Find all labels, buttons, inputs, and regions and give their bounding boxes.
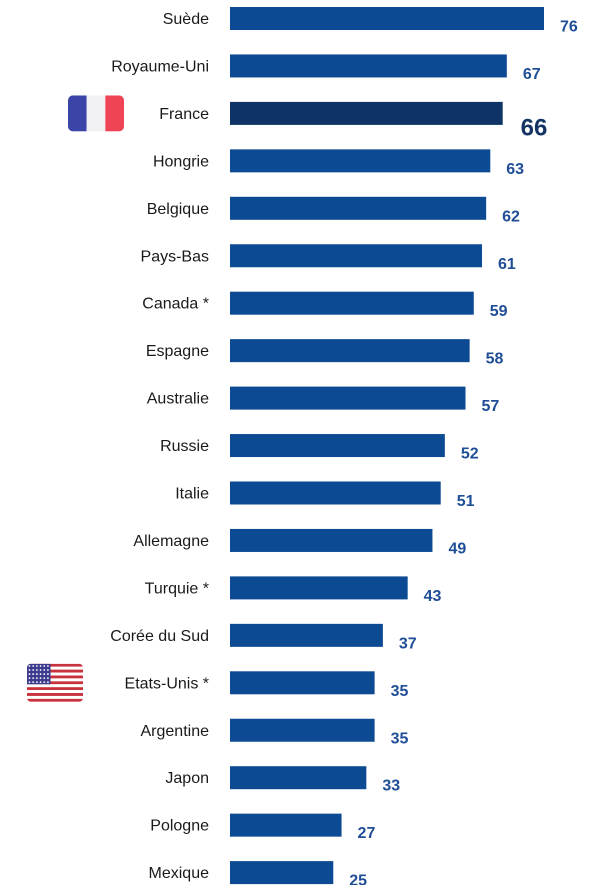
value-label: 49: [448, 540, 466, 557]
value-label: 57: [482, 398, 500, 415]
category-label: Canada *: [142, 296, 209, 313]
value-label: 62: [502, 208, 520, 225]
bar-row: Hongrie 63: [153, 149, 524, 178]
category-label: Pologne: [150, 818, 209, 835]
value-label: 43: [424, 588, 442, 605]
category-label: Suède: [163, 11, 209, 28]
bar: [230, 624, 383, 647]
bar: [230, 719, 375, 742]
bar-row: Japon 33: [165, 766, 400, 795]
category-label: Russie: [160, 438, 209, 455]
value-label: 66: [521, 114, 548, 141]
bar-row: Turquie * 43: [145, 576, 442, 605]
value-label: 35: [391, 730, 409, 747]
value-label: 76: [560, 19, 578, 36]
category-label: Espagne: [146, 343, 209, 360]
value-label: 37: [399, 635, 417, 652]
bar: [230, 102, 503, 125]
value-label: 52: [461, 446, 479, 463]
bars-layer: Suède 76 Royaume-Uni 67 France 66 Hongrie 63 Bel…: [110, 7, 578, 885]
bar-row: Pays-Bas 61: [141, 244, 516, 273]
bar: [230, 482, 441, 505]
bar-row: Belgique 62: [147, 197, 520, 226]
bar-row: Espagne 58: [146, 339, 504, 368]
bar-row: Argentine 35: [141, 719, 409, 748]
bar-row: Mexique 25: [149, 861, 368, 885]
bar: [230, 7, 544, 30]
bar: [230, 149, 490, 172]
bar: [230, 766, 366, 789]
bar: [230, 861, 333, 884]
bar: [230, 244, 482, 267]
france-flag-icon: [68, 95, 124, 131]
category-label: Australie: [147, 391, 209, 408]
bar-row: Royaume-Uni 67: [111, 54, 541, 82]
bar: [230, 671, 375, 694]
bar-row: Canada * 59: [142, 292, 507, 321]
value-label: 61: [498, 256, 516, 273]
category-label: Hongrie: [153, 153, 209, 170]
bar: [230, 339, 470, 362]
bar-row: Italie 51: [175, 482, 474, 511]
value-label: 25: [349, 873, 367, 885]
bar-row: Allemagne 49: [133, 529, 466, 558]
value-label: 58: [486, 351, 504, 368]
bar: [230, 576, 408, 599]
category-label: France: [159, 106, 209, 123]
category-label: Italie: [175, 486, 209, 503]
value-label: 27: [358, 825, 376, 842]
bar-row: Etats-Unis * 35: [125, 671, 409, 700]
bar-row: Pologne 27: [150, 814, 375, 843]
bar: [230, 197, 486, 220]
category-label: Turquie *: [145, 580, 209, 597]
bar: [230, 529, 432, 552]
bar-row: Russie 52: [160, 434, 479, 463]
category-label: Mexique: [149, 865, 210, 882]
category-label: Japon: [165, 770, 209, 787]
category-label: Argentine: [141, 723, 210, 740]
value-label: 59: [490, 303, 508, 320]
value-label: 35: [391, 683, 409, 700]
bar: [230, 292, 474, 315]
category-label: Allemagne: [133, 533, 209, 550]
value-label: 33: [382, 778, 400, 795]
bar: [230, 814, 342, 837]
usa-flag-icon: [27, 664, 83, 702]
bar-row: Australie 57: [147, 387, 500, 416]
value-label: 51: [457, 493, 475, 510]
bar: [230, 54, 507, 77]
category-label: Pays-Bas: [141, 248, 209, 265]
category-label: Belgique: [147, 201, 209, 218]
bar: [230, 387, 466, 410]
category-label: Royaume-Uni: [111, 58, 209, 75]
category-label: Corée du Sud: [110, 628, 209, 645]
bar: [230, 434, 445, 457]
value-label: 63: [506, 161, 524, 178]
category-label: Etats-Unis *: [125, 675, 209, 692]
bar-row: Suède 76: [163, 7, 578, 36]
bar-row: Corée du Sud 37: [110, 624, 417, 653]
value-label: 67: [523, 66, 541, 83]
flags-layer: [27, 95, 124, 701]
bar-row: France 66: [159, 102, 547, 141]
